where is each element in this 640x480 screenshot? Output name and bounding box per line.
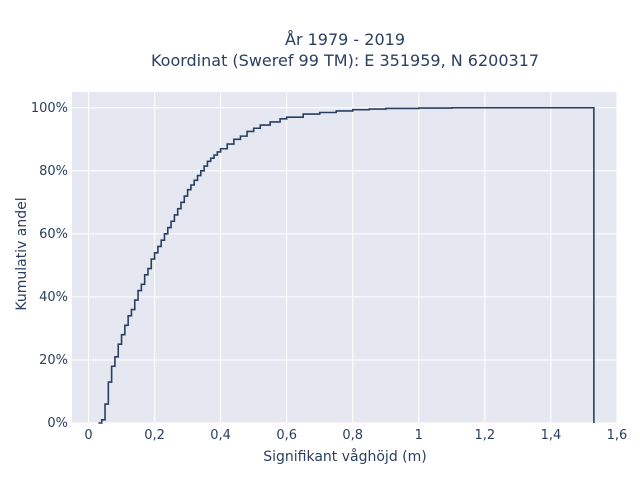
cdf-step-line [98,106,595,424]
x-tick-label: 0,4 [210,428,231,443]
plot-background [72,92,617,423]
y-tick-label: 100% [31,101,68,116]
chart-title-line-2: Koordinat (Sweref 99 TM): E 351959, N 62… [151,51,539,70]
y-tick-label: 40% [39,290,68,305]
x-tick-labels: 0 0,2 0,4 0,6 0,8 1 1,2 1,4 1,6 [84,428,627,443]
y-tick-labels: 0% 20% 40% 60% 80% 100% [31,101,68,431]
y-tick-label: 60% [39,227,68,242]
x-tick-label: 0,8 [342,428,363,443]
x-tick-label: 1,6 [607,428,628,443]
grid [72,92,618,424]
y-tick-label: 80% [39,164,68,179]
x-tick-label: 1,2 [475,428,496,443]
y-tick-label: 0% [47,416,68,431]
y-axis-label: Kumulativ andel [14,197,30,310]
x-axis-label: Signifikant våghöjd (m) [263,448,426,465]
x-tick-label: 0,6 [276,428,297,443]
x-tick-label: 0,2 [144,428,165,443]
x-tick-label: 1,4 [541,428,562,443]
x-tick-label: 1 [415,428,423,443]
chart-title-line-1: År 1979 - 2019 [285,30,405,49]
x-tick-label: 0 [84,428,92,443]
y-tick-label: 20% [39,353,68,368]
